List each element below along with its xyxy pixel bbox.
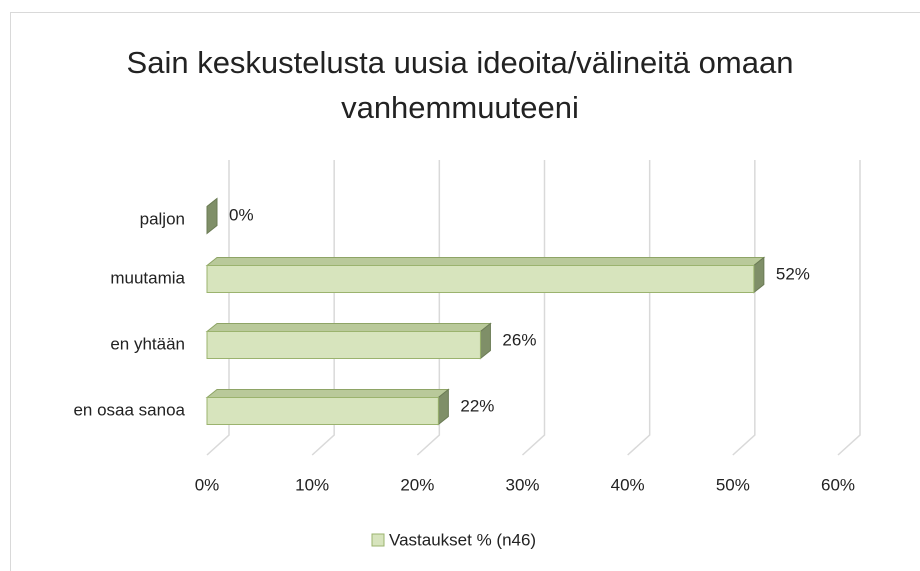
x-tick-label: 10% (295, 475, 329, 494)
grid-line (311, 160, 335, 456)
category-label: muutamia (110, 268, 185, 287)
category-label: en osaa sanoa (73, 400, 185, 419)
category-label: paljon (140, 209, 185, 228)
category-label: en yhtään (110, 334, 185, 353)
value-label: 22% (460, 396, 494, 415)
bar (205, 322, 492, 360)
value-label: 52% (776, 264, 810, 283)
grid-line (416, 160, 441, 456)
legend-label: Vastaukset % (n46) (389, 530, 536, 549)
bar (205, 256, 766, 294)
x-tick-label: 0% (195, 475, 220, 494)
grid-line (837, 160, 861, 456)
legend-swatch (371, 533, 385, 547)
bar-front (206, 397, 439, 425)
bar (205, 388, 450, 426)
chart-title: Sain keskustelusta uusia ideoita/välinei… (126, 45, 794, 125)
value-label: 0% (229, 205, 254, 224)
grid-line (732, 160, 756, 456)
grid-line (521, 160, 546, 456)
bar-front (206, 331, 481, 359)
x-tick-label: 50% (716, 475, 750, 494)
x-tick-label: 60% (821, 475, 855, 494)
bar-top (205, 389, 450, 398)
bar-front (206, 265, 755, 293)
bar-top (205, 257, 766, 266)
chart-border (10, 12, 920, 571)
x-tick-label: 20% (400, 475, 434, 494)
x-tick-label: 40% (611, 475, 645, 494)
value-label: 26% (502, 330, 536, 349)
bar (206, 197, 218, 235)
bar-top (205, 323, 492, 332)
grid-line (627, 160, 651, 456)
bar-side (206, 197, 218, 235)
x-tick-label: 30% (505, 475, 539, 494)
grid-line (206, 160, 230, 456)
